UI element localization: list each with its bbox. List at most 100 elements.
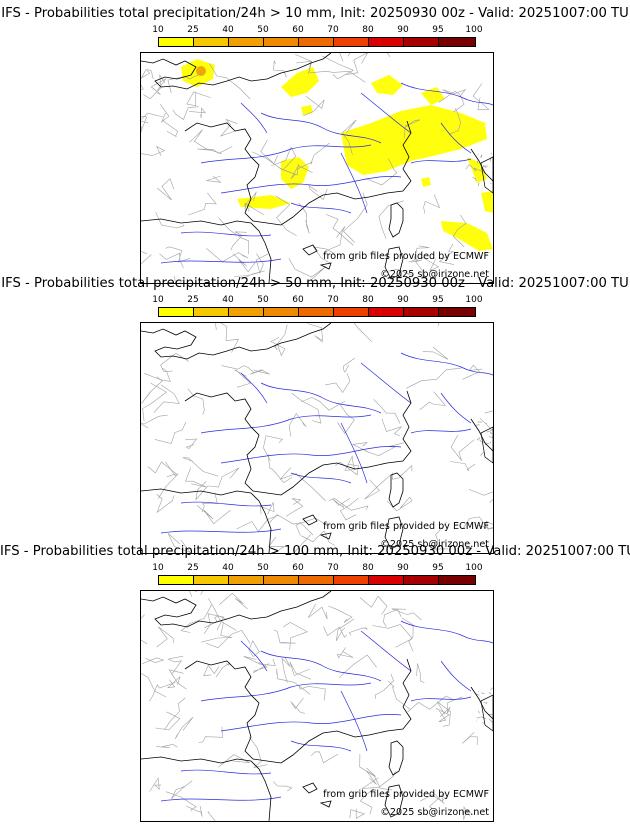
admin-boundary (156, 494, 175, 514)
admin-boundary (359, 595, 388, 615)
admin-boundary (188, 192, 217, 216)
admin-boundary (364, 158, 398, 186)
admin-boundary (448, 107, 462, 135)
admin-boundary (341, 119, 357, 155)
river (160, 258, 282, 264)
admin-boundary (221, 365, 254, 373)
colorbar-tick: 100 (465, 563, 483, 573)
island-outline (302, 244, 318, 256)
admin-boundary (344, 455, 356, 471)
admin-boundary (297, 142, 330, 170)
precipitation-map: from grib files provided by ECMWF ©2025 … (140, 590, 494, 822)
precip-probability-area (481, 191, 493, 213)
admin-boundary (155, 711, 181, 731)
admin-boundary (245, 191, 257, 212)
admin-boundary (450, 461, 476, 472)
admin-boundary (279, 165, 313, 179)
coastline (141, 323, 332, 360)
river (260, 112, 382, 144)
admin-boundary (273, 629, 296, 644)
admin-boundary (463, 806, 473, 820)
island-outline (384, 784, 404, 818)
admin-boundary (392, 465, 413, 480)
precip-probability-area (281, 67, 319, 97)
colorbar-tick: 80 (362, 563, 374, 573)
colorbar-segment (334, 38, 369, 46)
admin-boundary (157, 461, 179, 499)
river (240, 102, 268, 134)
coastline (184, 120, 412, 226)
admin-boundary (472, 177, 477, 180)
coastline (480, 156, 493, 194)
forecast-panel-100mm: IFS - Probabilities total precipitation/… (0, 544, 630, 822)
admin-boundary (186, 805, 203, 817)
admin-boundary (310, 751, 339, 764)
colorbar-tick: 60 (292, 25, 304, 35)
river (220, 446, 402, 464)
river (340, 152, 368, 214)
admin-boundary (476, 437, 481, 441)
island-outline (384, 246, 404, 280)
map-title: IFS - Probabilities total precipitation/… (1, 6, 629, 21)
colorbar-segment (404, 308, 439, 316)
coastline (141, 53, 332, 90)
admin-boundary (248, 736, 268, 768)
admin-boundary (490, 687, 493, 691)
island-outline (388, 472, 404, 508)
admin-boundary (279, 467, 326, 502)
island-outline (319, 800, 332, 808)
admin-boundary (331, 498, 351, 509)
admin-boundary (488, 692, 492, 695)
admin-boundary (236, 514, 280, 533)
admin-boundary (442, 89, 467, 97)
admin-boundary (339, 53, 351, 62)
map-graphic (141, 53, 493, 283)
river (260, 650, 382, 682)
admin-boundary (406, 367, 462, 389)
admin-boundary (372, 624, 413, 648)
river (180, 501, 272, 507)
colorbar-segment (194, 576, 229, 584)
river (240, 372, 268, 404)
admin-boundary (168, 669, 187, 690)
admin-boundary (308, 603, 328, 620)
colorbar-segment (299, 308, 334, 316)
precip-probability-area (441, 221, 493, 251)
colorbar-segment (299, 576, 334, 584)
admin-boundary (477, 520, 493, 530)
admin-boundary (147, 461, 177, 478)
admin-boundary (468, 489, 493, 504)
river (410, 158, 472, 164)
river (220, 176, 402, 194)
colorbar-tick: 10 (152, 25, 164, 35)
colorbar-segment (334, 576, 369, 584)
colorbar-tick: 25 (187, 25, 199, 35)
colorbar-tick: 25 (187, 295, 199, 305)
admin-boundary (373, 399, 401, 424)
admin-boundary (301, 397, 346, 411)
admin-boundary (172, 106, 199, 120)
colorbar-segment (439, 38, 475, 46)
coastline (141, 488, 272, 553)
admin-boundary (312, 246, 335, 264)
admin-boundary (437, 323, 440, 327)
admin-boundary (359, 753, 393, 791)
river (400, 352, 493, 376)
admin-boundary (142, 382, 168, 422)
admin-boundary (255, 253, 268, 274)
admin-boundary (196, 505, 231, 525)
admin-boundary (295, 54, 313, 74)
probability-colorbar (158, 575, 476, 585)
admin-boundary (381, 418, 402, 437)
admin-boundary (268, 454, 293, 483)
admin-boundary (386, 53, 391, 57)
precip-probability-area (371, 75, 403, 95)
river (400, 82, 493, 106)
admin-boundary (161, 119, 179, 137)
admin-boundary (206, 248, 249, 263)
admin-boundary (339, 498, 359, 521)
colorbar-segment (264, 576, 299, 584)
colorbar-tick: 90 (397, 295, 409, 305)
river (160, 796, 282, 802)
admin-boundary (452, 214, 467, 248)
